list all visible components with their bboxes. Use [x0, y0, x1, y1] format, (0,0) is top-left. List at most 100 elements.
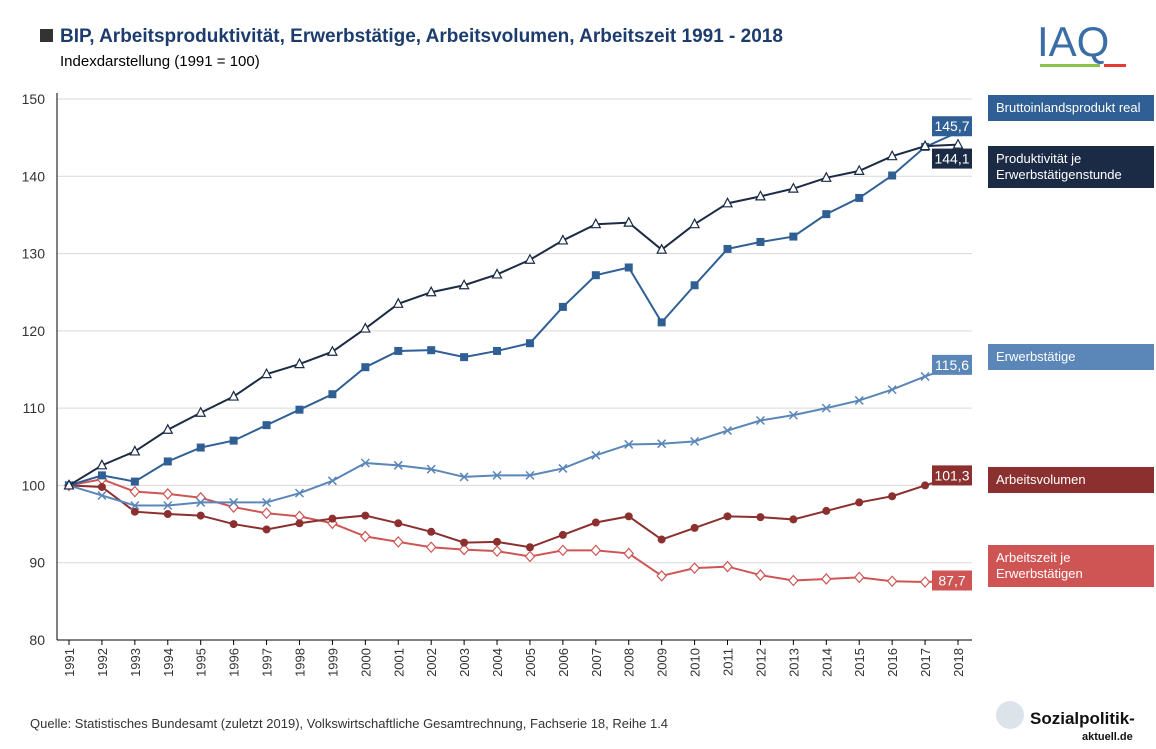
marker — [558, 545, 567, 555]
logo-bar — [1040, 64, 1100, 67]
marker — [724, 512, 732, 520]
marker — [394, 347, 402, 355]
marker — [559, 303, 567, 311]
x-tick-label: 2000 — [358, 648, 373, 677]
marker — [229, 502, 238, 512]
marker — [855, 194, 863, 202]
marker — [394, 537, 403, 547]
value-label: 87,7 — [938, 572, 965, 588]
x-tick-label: 1998 — [292, 648, 307, 677]
marker — [230, 437, 238, 445]
marker — [164, 457, 172, 465]
chart-title: BIP, Arbeitsproduktivität, Erwerbstätige… — [60, 26, 783, 47]
x-tick-label: 2008 — [622, 648, 637, 677]
x-tick-label: 1994 — [161, 648, 176, 677]
marker — [756, 570, 765, 580]
x-tick-label: 2007 — [589, 648, 604, 677]
marker — [361, 531, 370, 541]
marker — [98, 471, 106, 479]
marker — [493, 538, 501, 546]
marker — [460, 539, 468, 547]
x-tick-label: 2012 — [753, 648, 768, 677]
marker — [493, 546, 502, 556]
logo-people — [996, 701, 1024, 729]
value-label: 101,3 — [934, 467, 969, 483]
marker — [130, 487, 139, 497]
value-label: 144,1 — [934, 151, 969, 167]
marker — [427, 346, 435, 354]
marker — [658, 318, 666, 326]
logo-bar — [1104, 64, 1126, 67]
x-tick-label: 2003 — [457, 648, 472, 677]
x-tick-label: 2018 — [951, 648, 966, 677]
marker — [822, 574, 831, 584]
legend-entry: Bruttoinlandsprodukt real — [988, 95, 1154, 121]
page: BIP, Arbeitsproduktivität, Erwerbstätige… — [0, 0, 1156, 749]
x-tick-label: 2009 — [655, 648, 670, 677]
x-tick-label: 2005 — [523, 648, 538, 677]
marker — [263, 525, 271, 533]
marker — [197, 512, 205, 520]
x-tick-label: 1999 — [325, 648, 340, 677]
x-tick-label: 2002 — [424, 648, 439, 677]
marker — [559, 531, 567, 539]
marker — [361, 324, 370, 333]
series-line — [69, 145, 958, 486]
logo-text: aktuell.de — [1082, 731, 1133, 743]
x-tick-label: 2016 — [885, 648, 900, 677]
marker — [822, 507, 830, 515]
y-tick-label: 110 — [23, 400, 46, 416]
marker — [789, 233, 797, 241]
x-tick-label: 1997 — [260, 648, 275, 677]
marker — [592, 519, 600, 527]
chart-subtitle: Indexdarstellung (1991 = 100) — [60, 53, 260, 70]
legend-entry: Arbeitsvolumen — [988, 467, 1154, 493]
marker — [361, 512, 369, 520]
marker — [230, 520, 238, 528]
marker — [263, 421, 271, 429]
marker — [888, 576, 897, 586]
marker — [328, 515, 336, 523]
marker — [855, 498, 863, 506]
marker — [361, 363, 369, 371]
logo-text: Sozialpolitik- — [1030, 709, 1135, 728]
marker — [591, 545, 600, 555]
marker — [130, 446, 139, 455]
y-tick-label: 150 — [22, 91, 46, 107]
marker — [690, 563, 699, 573]
marker — [888, 492, 896, 500]
marker — [427, 528, 435, 536]
marker — [724, 245, 732, 253]
marker — [394, 519, 402, 527]
marker — [197, 444, 205, 452]
marker — [196, 493, 205, 503]
x-tick-label: 1991 — [62, 648, 77, 677]
chart: BIP, Arbeitsproduktivität, Erwerbstätige… — [0, 0, 1156, 749]
x-tick-label: 1995 — [194, 648, 209, 677]
marker — [855, 572, 864, 582]
marker — [657, 571, 666, 581]
value-label: 145,7 — [934, 118, 969, 134]
marker — [164, 510, 172, 518]
y-tick-label: 140 — [22, 168, 46, 184]
x-tick-label: 2011 — [721, 648, 736, 676]
series-line — [69, 365, 958, 506]
legend-entry: Erwerbstätige — [988, 344, 1154, 370]
x-tick-label: 2013 — [786, 648, 801, 677]
marker — [789, 515, 797, 523]
marker — [526, 543, 534, 551]
y-tick-label: 120 — [22, 323, 46, 339]
marker — [493, 347, 501, 355]
source: Quelle: Statistisches Bundesamt (zuletzt… — [30, 716, 668, 731]
marker — [295, 406, 303, 414]
marker — [525, 552, 534, 562]
marker — [163, 489, 172, 499]
marker — [822, 210, 830, 218]
title-icon — [40, 29, 53, 42]
marker — [229, 392, 238, 401]
marker — [658, 536, 666, 544]
marker — [624, 548, 633, 558]
x-tick-label: 1992 — [95, 648, 110, 677]
marker — [295, 519, 303, 527]
marker — [691, 281, 699, 289]
